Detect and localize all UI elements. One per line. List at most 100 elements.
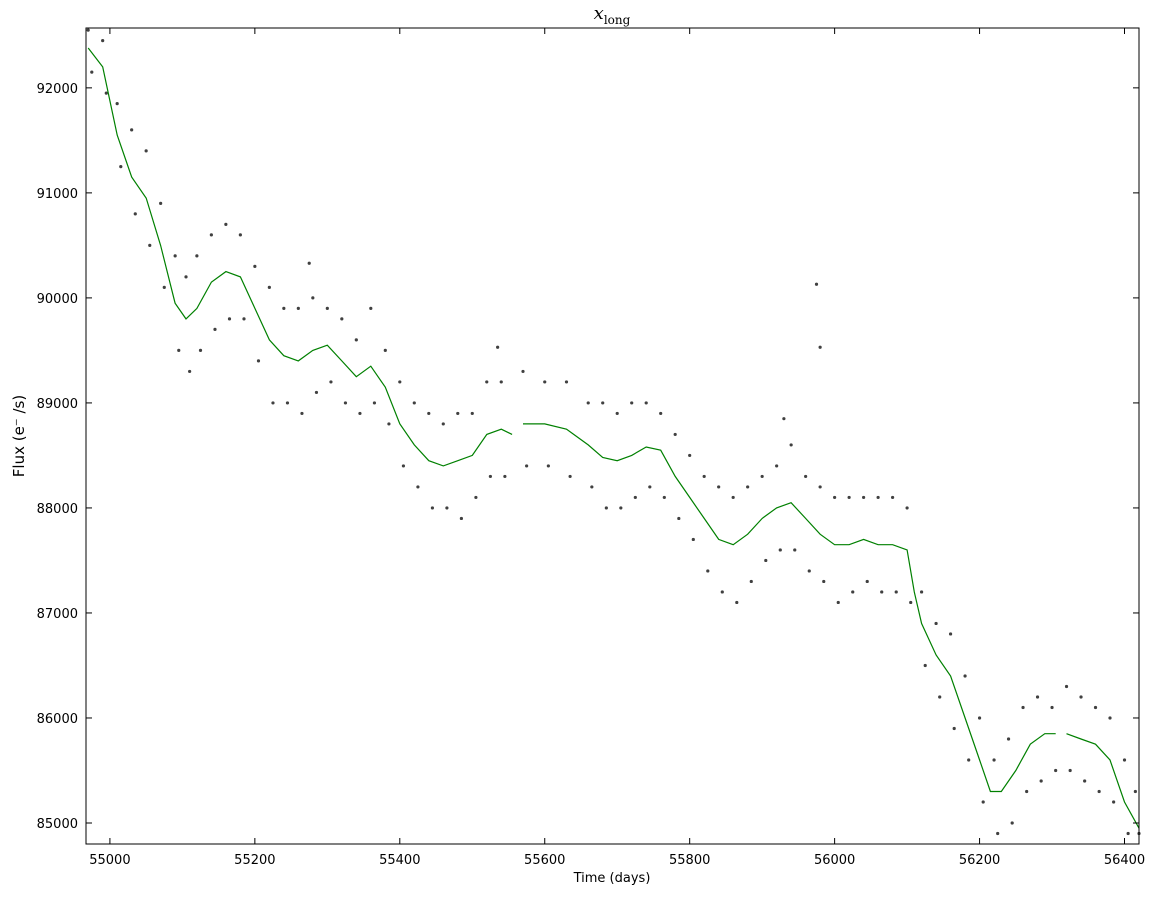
data-point — [659, 411, 663, 416]
data-point — [86, 28, 90, 32]
trend-line — [87, 47, 1140, 829]
x-tick-label: 56400 — [1104, 853, 1145, 868]
data-point — [311, 296, 315, 300]
data-point — [981, 800, 985, 804]
data-point — [702, 474, 706, 479]
data-point — [372, 401, 377, 405]
data-point — [416, 485, 420, 489]
data-point — [496, 345, 500, 349]
data-point — [503, 474, 507, 479]
y-tick-label: 87000 — [37, 607, 78, 622]
data-point — [358, 411, 362, 416]
data-point — [296, 306, 300, 311]
y-tick-label: 92000 — [37, 82, 78, 97]
data-point — [919, 590, 924, 594]
data-point — [1039, 779, 1043, 783]
data-point — [648, 485, 652, 489]
x-axis-label: Time (days) — [573, 871, 651, 886]
plot-frame — [85, 27, 1140, 845]
data-point — [619, 506, 623, 510]
y-tick-label: 90000 — [37, 292, 78, 307]
data-point — [818, 485, 822, 489]
data-point — [209, 233, 213, 237]
data-point — [677, 516, 681, 521]
data-point — [546, 464, 550, 468]
data-point — [104, 91, 108, 95]
data-point — [115, 102, 119, 106]
data-point — [890, 495, 895, 500]
data-point — [963, 674, 967, 678]
title-main: x — [594, 3, 604, 24]
data-point — [615, 411, 619, 416]
data-point — [1021, 705, 1025, 710]
data-point — [775, 464, 779, 468]
data-point — [764, 558, 768, 563]
data-point — [329, 380, 333, 384]
data-point — [184, 275, 188, 279]
data-point — [633, 495, 637, 500]
data-point — [992, 758, 996, 762]
data-point — [586, 401, 590, 405]
data-point — [387, 422, 391, 426]
data-point — [564, 380, 569, 384]
data-point — [967, 758, 971, 762]
data-point — [325, 306, 329, 311]
data-point — [977, 716, 982, 720]
x-tick-label: 55000 — [89, 853, 130, 868]
x-tick-label: 56200 — [959, 853, 1000, 868]
data-point — [195, 254, 199, 258]
data-point — [1050, 705, 1054, 710]
data-point — [818, 345, 822, 349]
data-point — [948, 632, 953, 636]
data-point — [119, 165, 123, 169]
y-tick-label: 85000 — [37, 817, 78, 832]
data-point — [601, 401, 605, 405]
data-point — [720, 590, 724, 594]
data-point — [427, 411, 431, 416]
data-point — [398, 380, 402, 384]
data-point — [256, 359, 261, 363]
data-point — [934, 621, 938, 626]
data-point — [847, 495, 851, 500]
data-point — [833, 495, 837, 500]
data-point — [177, 348, 181, 353]
data-point — [485, 380, 489, 384]
data-point — [789, 443, 793, 447]
data-point — [1025, 789, 1029, 794]
data-point — [401, 464, 406, 468]
data-point — [688, 453, 692, 458]
data-point — [267, 285, 271, 289]
data-point — [300, 411, 304, 416]
data-point — [880, 590, 884, 594]
y-tick-label: 88000 — [37, 502, 78, 517]
data-point — [148, 243, 152, 247]
data-point — [717, 485, 721, 489]
data-point — [862, 495, 866, 500]
data-point — [144, 149, 148, 153]
data-point — [343, 401, 348, 405]
data-point — [952, 726, 956, 731]
data-point — [836, 600, 840, 605]
data-point — [1108, 716, 1112, 720]
data-point — [1093, 705, 1098, 710]
data-point — [441, 422, 445, 426]
data-point — [101, 39, 105, 43]
data-point — [133, 212, 137, 216]
data-point — [760, 474, 764, 479]
data-point — [430, 506, 435, 510]
data-point — [242, 317, 246, 321]
data-point — [459, 516, 463, 521]
data-point — [1035, 695, 1040, 699]
data-point — [340, 317, 344, 321]
data-point — [778, 548, 782, 552]
data-point — [1126, 831, 1130, 836]
data-point — [188, 369, 192, 374]
data-point — [383, 348, 387, 353]
x-tick-label: 55200 — [234, 853, 275, 868]
data-point — [1079, 695, 1083, 699]
x-tick-label: 55400 — [379, 853, 420, 868]
data-point — [1083, 779, 1087, 783]
data-point — [525, 464, 529, 468]
data-point — [456, 411, 460, 416]
